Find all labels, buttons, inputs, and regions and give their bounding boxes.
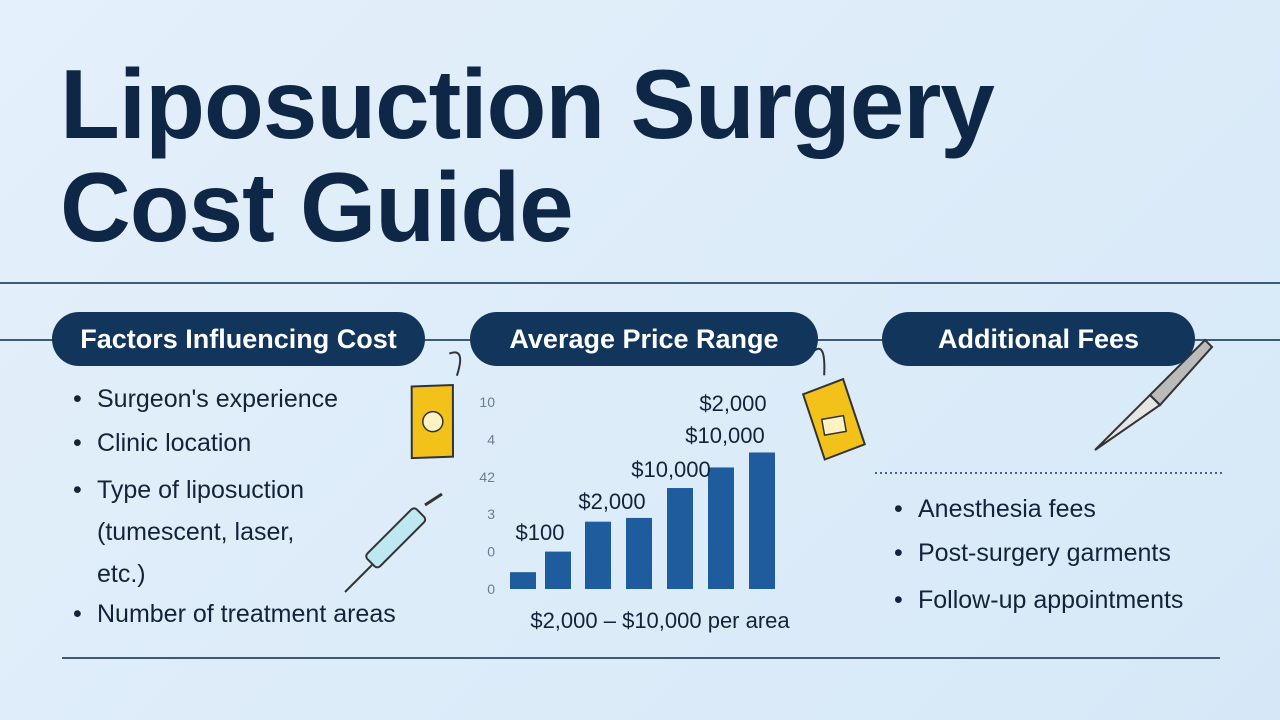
list-item: Post-surgery garments bbox=[894, 533, 1171, 573]
price-tag-icon bbox=[410, 351, 462, 460]
price-tag-icon bbox=[801, 347, 867, 461]
bar bbox=[667, 488, 693, 589]
chart-caption: $2,000 – $10,000 per area bbox=[530, 608, 790, 633]
bar bbox=[585, 521, 611, 589]
list-item: Number of treatment areas bbox=[73, 594, 396, 634]
section-heading: Average Price Range bbox=[470, 312, 818, 366]
title-line: Cost Guide bbox=[60, 152, 574, 262]
list-item: Anesthesia fees bbox=[894, 489, 1096, 529]
section-heading: Factors Influencing Cost bbox=[52, 312, 425, 366]
bar bbox=[626, 517, 652, 589]
bar bbox=[749, 452, 775, 589]
y-tick-label: 0 bbox=[487, 581, 495, 597]
title-line: Liposuction Surgery bbox=[60, 49, 995, 159]
annotation: $10,000 bbox=[685, 423, 765, 448]
list-item: Surgeon's experience bbox=[73, 379, 338, 419]
list-item: Clinic location bbox=[73, 423, 251, 463]
annotation: $2,000 bbox=[699, 391, 766, 416]
bar bbox=[510, 572, 536, 589]
scalpel-icon bbox=[1094, 338, 1214, 451]
y-tick-label: 10 bbox=[479, 394, 495, 410]
syringe-icon bbox=[344, 492, 443, 593]
annotation: $100 bbox=[516, 520, 565, 545]
y-tick-label: 4 bbox=[487, 431, 495, 447]
bar bbox=[708, 467, 734, 589]
y-tick-label: 42 bbox=[479, 469, 495, 485]
y-tick-label: 0 bbox=[487, 544, 495, 560]
bar bbox=[545, 551, 571, 589]
y-tick-label: 3 bbox=[487, 506, 495, 522]
section-heading: Additional Fees bbox=[882, 312, 1195, 366]
annotation: $10,000 bbox=[631, 457, 711, 482]
annotation: $2,000 bbox=[578, 489, 645, 514]
list-item: Type of liposuction (tumescent, laser, e… bbox=[73, 469, 347, 595]
list-item: Follow-up appointments bbox=[894, 580, 1183, 620]
